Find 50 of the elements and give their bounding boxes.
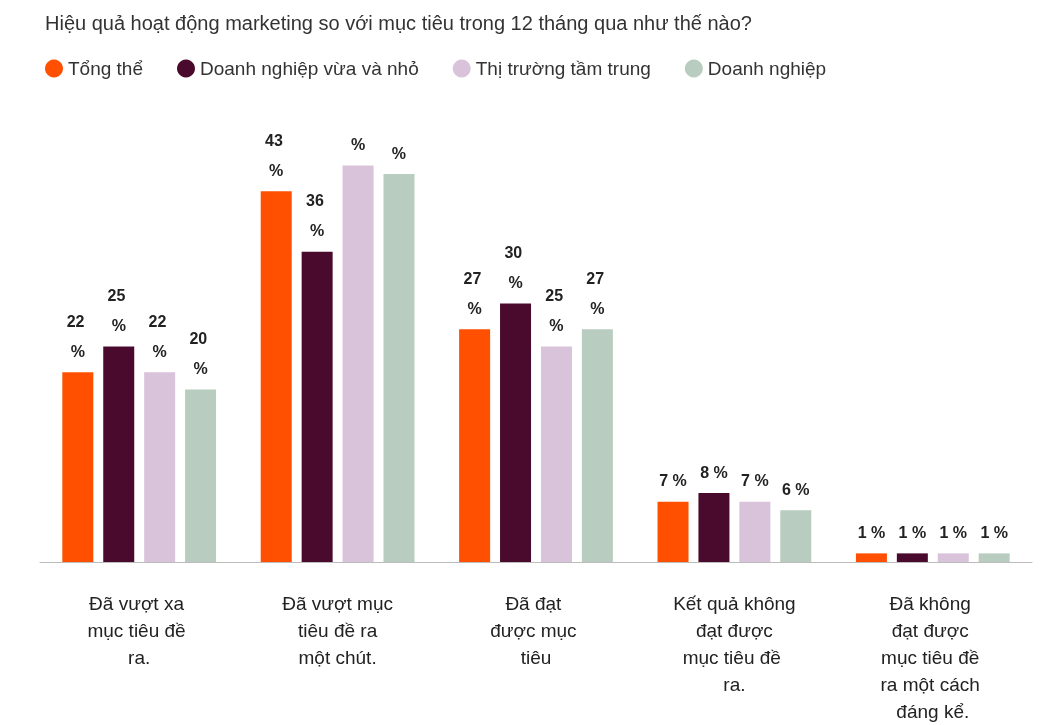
data-label: 8 % (700, 463, 728, 481)
data-label: 30 % (504, 243, 527, 291)
bar (937, 553, 969, 562)
bar (657, 501, 689, 562)
data-label: % (391, 144, 407, 162)
data-label: 1 % (939, 523, 968, 541)
legend-label: Doanh nghiệp (707, 58, 827, 79)
data-label: 1 % (898, 523, 927, 541)
x-tick-label: Kết quả không đạt được mục tiêu đề ra. (673, 593, 796, 695)
data-label: 43 % (265, 131, 288, 179)
legend-label: Tổng thể (68, 58, 143, 79)
x-tick-label: Đã đạt được mục tiêu (490, 593, 582, 668)
bar (185, 389, 217, 562)
data-label: 25 % (545, 287, 568, 334)
bar (62, 372, 94, 562)
data-label: 27 % (586, 269, 609, 317)
data-label: % (350, 135, 366, 153)
bar (301, 251, 333, 562)
bar (540, 346, 572, 562)
bar (459, 329, 491, 562)
data-label: 6 % (781, 480, 810, 498)
bar (260, 191, 292, 562)
bar (500, 303, 532, 562)
bar (383, 174, 415, 562)
legend-label: Thị trường tầm trung (475, 58, 651, 79)
bar (103, 346, 135, 562)
bar (855, 553, 887, 562)
x-tick-label: Đã không đạt được mục tiêu đề ra một cách đáng kể. (880, 593, 986, 722)
data-label: 27 % (463, 269, 486, 317)
bar (698, 493, 730, 562)
x-tick-label: Đã vượt xa mục tiêu đề ra. (87, 593, 191, 668)
data-label: 1 % (857, 523, 886, 541)
data-label: 7 % (741, 472, 769, 490)
chart-title: Hiệu quả hoạt động marketing so với mục tiêu trong 12 tháng qua như thế nào? (45, 12, 752, 34)
data-label: 1 % (980, 523, 1008, 541)
data-label: 22 % (66, 312, 89, 360)
bar (896, 553, 928, 562)
bar (581, 329, 613, 562)
bar (780, 510, 812, 562)
bar (978, 553, 1010, 562)
x-tick-label: Đã vượt mục tiêu đề ra một chút. (282, 593, 393, 668)
data-label: 20 % (189, 330, 212, 378)
legend-label: Doanh nghiệp vừa và nhỏ (200, 58, 419, 79)
bar (739, 501, 771, 562)
data-label: 22 % (148, 312, 171, 360)
data-label: 25 % (107, 287, 130, 334)
bar (342, 165, 374, 562)
data-label: 36 % (306, 192, 329, 240)
data-label: 7 % (659, 472, 687, 490)
bar (144, 372, 176, 562)
